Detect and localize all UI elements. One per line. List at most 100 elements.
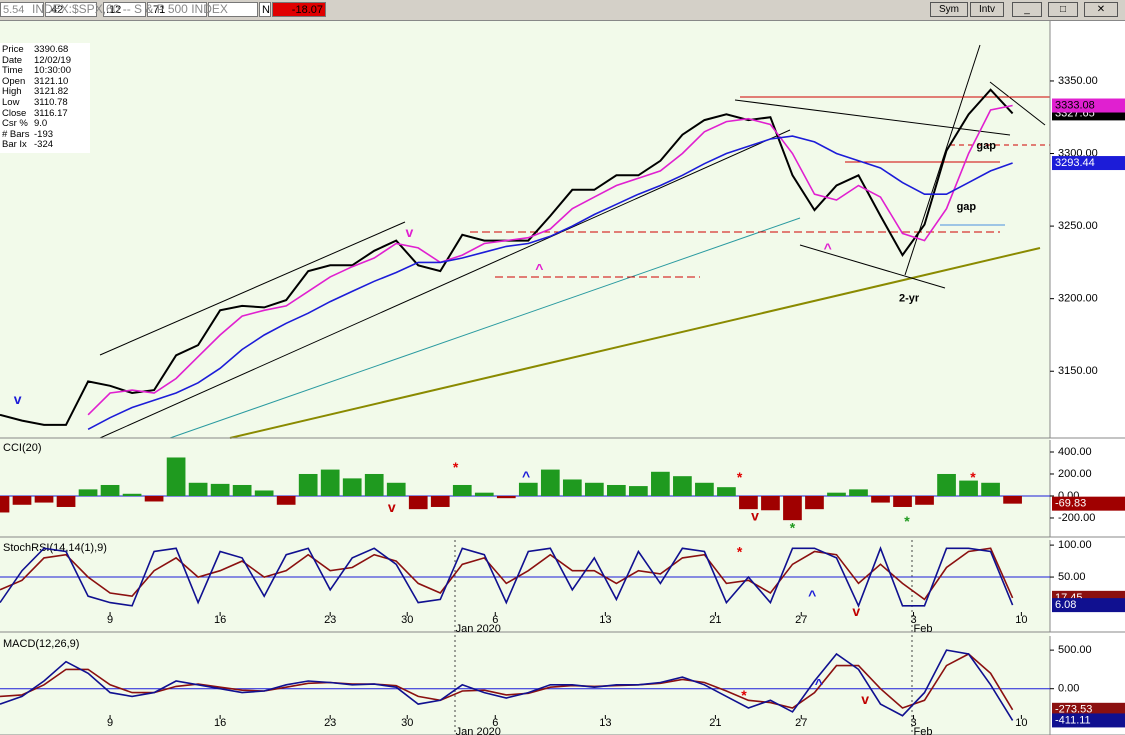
y-tick-label: 100.00 [1058,539,1092,551]
value-tag-label: 3293.44 [1055,157,1095,169]
field: 5.54 [0,2,44,17]
panel-title: StochRSI(14,14(1),9) [3,542,107,554]
field: .42 [45,2,97,17]
x-tick-label: 13 [599,717,611,729]
value-tag-label: 3333.08 [1055,99,1095,111]
info-row: Price 3390.68 [2,44,88,56]
info-value: -324 [34,139,54,151]
histogram-bar [562,479,582,496]
maximize-button[interactable]: □ [1048,2,1078,17]
info-row: Csr % 9.0 [2,118,88,130]
value-tag [1052,702,1125,717]
info-label: Bar Ix [2,139,27,151]
value-tag [1052,156,1125,171]
histogram-bar [364,473,384,496]
annotation: * [741,687,747,703]
annotation: ^ [808,587,816,603]
info-label: Csr % [2,118,28,130]
sym-button[interactable]: Sym [930,2,968,17]
background [0,20,1125,735]
x-tick-label: 10 [1015,717,1027,729]
minimize-button[interactable]: _ [1012,2,1042,17]
histogram-bar [56,495,76,507]
series-line [0,547,1014,601]
histogram-bar [12,495,32,505]
trend-line [169,217,801,439]
field: .12 [103,2,146,17]
y-tick-label: 400.00 [1058,446,1092,458]
histogram-bar [452,484,472,496]
annotation: gap [957,201,977,213]
trend-line [989,81,1046,126]
panel: MACD(12,26,9) 0.00 500.00 9 16 23 30 6 13 21 27 3 10… [0,636,1125,735]
x-tick-label: 30 [401,614,413,626]
info-value: 9.0 [34,118,48,130]
x-tick-label: 9 [107,614,113,626]
y-tick-label: 0.00 [1058,683,1079,695]
value-tag-label: -273.53 [1055,704,1092,716]
x-tick-label: 16 [214,614,226,626]
histogram-bar [937,473,956,496]
y-tick-label: 500.00 [1058,644,1092,656]
trend-line [904,44,981,276]
histogram-bar [386,482,406,496]
x-tick-label: 23 [324,614,336,626]
month-label: Jan 2020 [456,623,501,635]
info-row: Bar Ix -324 [2,140,88,151]
histogram-bar [34,495,54,503]
x-tick-label: 30 [401,717,413,729]
histogram-bar [673,476,692,496]
y-tick-label: -200.00 [1058,512,1095,524]
histogram-bar [78,489,98,496]
histogram-bar [695,482,714,496]
panel-title: MACD(12,26,9) [3,638,79,650]
trend-line [99,129,791,439]
histogram-bar [342,478,362,496]
histogram-bar [166,457,186,496]
histogram-bar [849,489,868,496]
histogram-bar [408,495,428,510]
close-button[interactable]: ✕ [1084,2,1118,17]
info-row: Date 12/02/19 [2,55,88,67]
panel: StochRSI(14,14(1),9) 50.00 100.00 9 16 23 30 6 1… [0,539,1125,635]
histogram-bar [474,492,494,496]
info-value: 3390.68 [34,44,69,55]
right-axis-area [1050,20,1125,735]
flag: N [259,2,271,17]
x-tick-label: 27 [795,614,807,626]
histogram-bar [540,469,560,496]
annotation: * [737,543,743,559]
y-tick-label: 200.00 [1058,468,1092,480]
histogram-bar [0,495,10,513]
info-label: # Bars [2,128,30,140]
histogram-bar [100,484,120,496]
series-line [87,104,1013,416]
panel: 3150.003200.003250.003300.003350.00gapga… [0,20,1125,439]
info-row: Time 10:30:00 [2,65,88,77]
annotation: * [904,513,910,529]
field [208,2,258,17]
month-label: Feb [914,623,933,635]
info-row: Open 3121.10 [2,76,88,88]
series-line [0,546,1014,608]
histogram-bar [298,473,318,496]
annotation: ^ [535,260,543,276]
y-tick-label: 50.00 [1058,571,1086,583]
value-tag-label: -411.11 [1055,714,1091,726]
x-tick-label: 21 [709,717,721,729]
month-label: Jan 2020 [456,726,501,735]
histogram-bar [210,483,230,496]
histogram-bar [959,480,978,496]
histogram-bar [761,495,780,511]
x-tick-label: 9 [107,717,113,729]
annotation: 2-yr [899,293,920,305]
series-line [0,649,1014,721]
histogram-bar [606,484,626,496]
histogram-bar [496,495,516,499]
symbol[interactable]: INDEX:$SPX,60 -- S & P 500 INDEX [32,2,228,16]
intv-button[interactable]: Intv [970,2,1004,17]
change: -18.07 [272,2,326,17]
x-tick-label: 23 [324,717,336,729]
toolbar: ▤ 5.54 .42 INDEX:$SPX,60 -- S & P 500 IN… [0,0,1125,21]
x-tick-label: 16 [214,717,226,729]
